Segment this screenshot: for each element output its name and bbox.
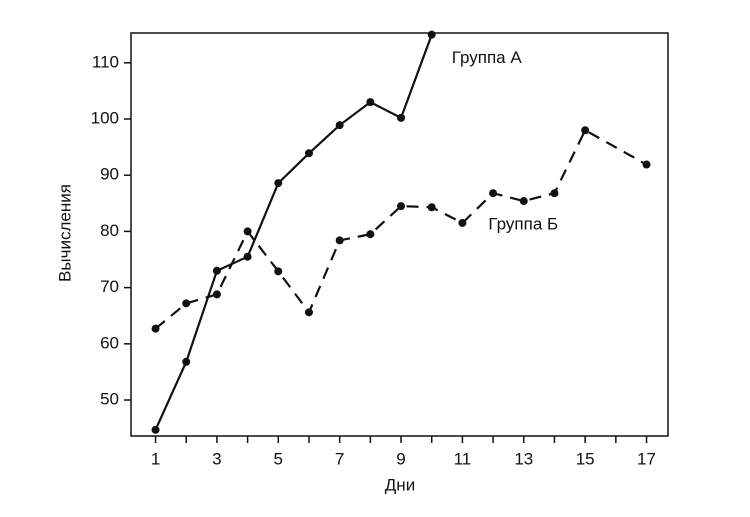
y-tick-label: 110: [92, 52, 119, 71]
y-tick-label: 90: [100, 165, 119, 184]
y-tick-label: 70: [100, 277, 119, 296]
data-point: [335, 236, 344, 245]
x-tick-label: 3: [212, 449, 221, 468]
data-point: [397, 202, 406, 211]
series-line: [154, 34, 433, 431]
series-line: [154, 128, 648, 330]
data-point: [366, 98, 375, 107]
y-tick-label: 60: [100, 333, 119, 352]
plot-frame: [130, 32, 669, 437]
data-point: [243, 252, 252, 261]
data-point: [182, 357, 191, 366]
data-point: [458, 218, 467, 227]
data-point: [581, 126, 590, 135]
data-point: [212, 290, 221, 299]
data-point: [274, 267, 283, 276]
data-point: [212, 266, 221, 275]
data-point: [335, 121, 344, 130]
data-point: [151, 324, 160, 333]
data-point: [243, 227, 252, 236]
data-point: [489, 189, 498, 198]
x-tick-label: 5: [274, 449, 283, 468]
series-label: Группа А: [452, 48, 523, 67]
x-tick-label: 9: [396, 449, 405, 468]
y-tick-label: 80: [100, 221, 119, 240]
x-tick-label: 11: [454, 449, 472, 468]
data-point: [427, 203, 436, 212]
y-axis-label: Вычисления: [55, 184, 74, 282]
x-tick-label: 13: [514, 449, 533, 468]
y-tick-label: 100: [91, 108, 119, 127]
x-axis-label: Дни: [385, 475, 415, 494]
data-point: [151, 425, 160, 434]
data-point: [304, 308, 313, 317]
x-tick-label: 15: [576, 449, 595, 468]
data-point: [182, 299, 191, 308]
series-label: Группа Б: [488, 214, 558, 233]
data-point: [304, 149, 313, 158]
data-point: [274, 179, 283, 188]
data-point: [397, 113, 406, 122]
data-point: [366, 230, 375, 239]
x-tick-label: 7: [335, 449, 344, 468]
data-point: [427, 30, 436, 39]
data-point: [519, 197, 528, 206]
data-point: [550, 189, 559, 198]
y-tick-label: 50: [100, 390, 119, 409]
x-tick-label: 17: [637, 449, 656, 468]
x-tick-label: 1: [151, 449, 160, 468]
data-point: [642, 160, 651, 169]
